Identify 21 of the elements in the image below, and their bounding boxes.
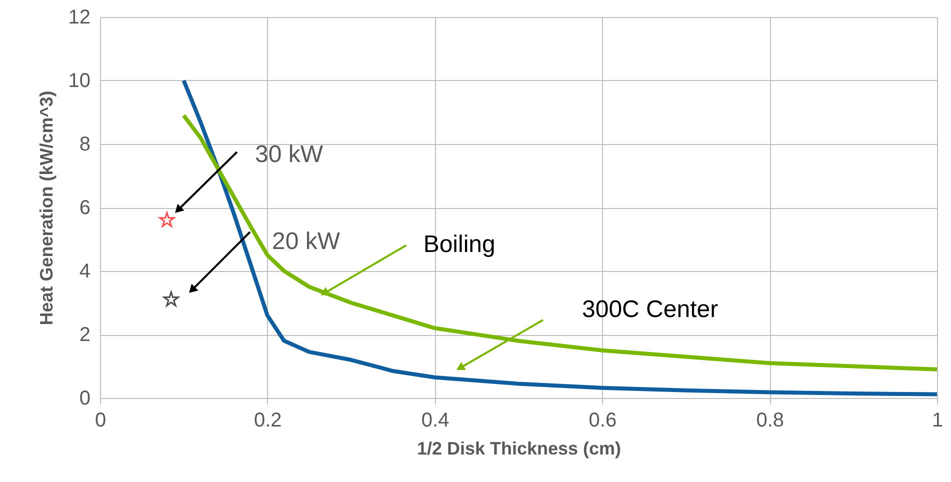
y-tick-label: 0 [79,388,90,410]
line-series [182,113,939,372]
y-tick-label: 2 [79,324,90,346]
x-tick-label: 0.2 [254,410,282,432]
x-tick-label: 0.8 [756,410,784,432]
annotation: 30 kW [255,141,324,168]
x-axis-title: 1/2 Disk Thickness (cm) [416,438,622,458]
annotation: 20 kW [272,228,340,255]
y-tick-label: 10 [68,70,90,92]
y-tick-label: 8 [79,134,90,156]
y-tick-label: 12 [68,6,90,28]
x-tick-label: 0 [94,410,106,432]
y-axis-title: Heat Generation (kW/cm^3) [36,90,56,326]
x-tick-label: 0.6 [588,410,617,432]
annotation: 300C Center [582,296,718,323]
annotation: Boiling [423,231,496,258]
y-tick-label: 6 [79,197,90,219]
x-tick-label: 1 [932,410,944,432]
line-series [182,78,939,396]
y-tick-label: 4 [79,260,90,282]
x-tick-label: 0.4 [421,410,450,432]
